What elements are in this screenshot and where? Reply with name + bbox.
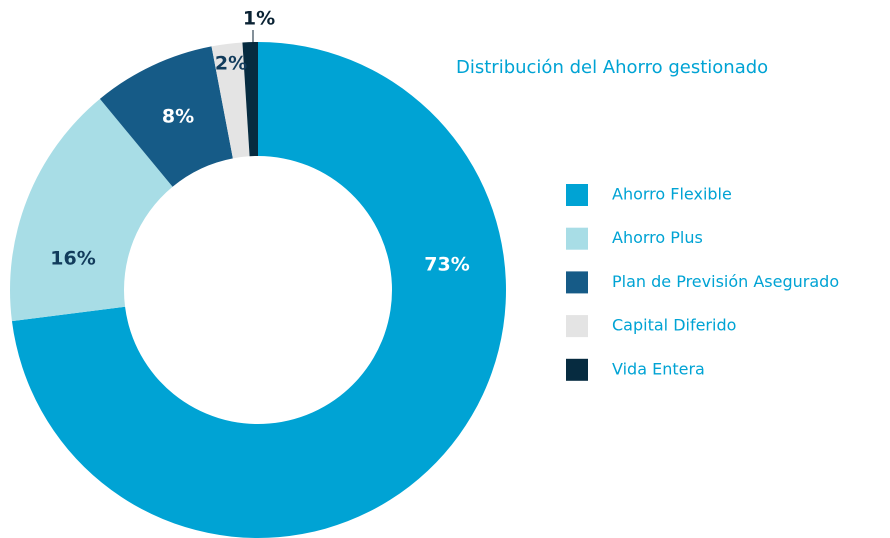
data-label: 73% bbox=[424, 254, 469, 276]
data-label: 2% bbox=[215, 53, 247, 75]
data-label: 16% bbox=[50, 248, 95, 270]
chart-title: Distribución del Ahorro gestionado bbox=[456, 57, 768, 78]
donut-segment bbox=[9, 98, 173, 322]
legend-label: Ahorro Flexible bbox=[612, 185, 732, 204]
donut-segment bbox=[99, 46, 233, 187]
data-label: 1% bbox=[243, 8, 275, 30]
donut-segment bbox=[11, 42, 506, 538]
data-label: 8% bbox=[162, 106, 194, 128]
legend-label: Vida Entera bbox=[612, 359, 705, 378]
legend-label: Capital Diferido bbox=[612, 316, 736, 335]
legend-swatch bbox=[566, 271, 588, 294]
legend-swatch bbox=[566, 358, 588, 381]
legend-label: Plan de Previsión Asegurado bbox=[612, 272, 839, 291]
legend-swatch bbox=[566, 184, 588, 206]
donut-segment bbox=[242, 42, 258, 157]
legend-swatch bbox=[566, 227, 588, 250]
legend-swatch bbox=[566, 315, 588, 338]
donut-segment bbox=[211, 42, 250, 159]
legend-label: Ahorro Plus bbox=[612, 228, 703, 247]
